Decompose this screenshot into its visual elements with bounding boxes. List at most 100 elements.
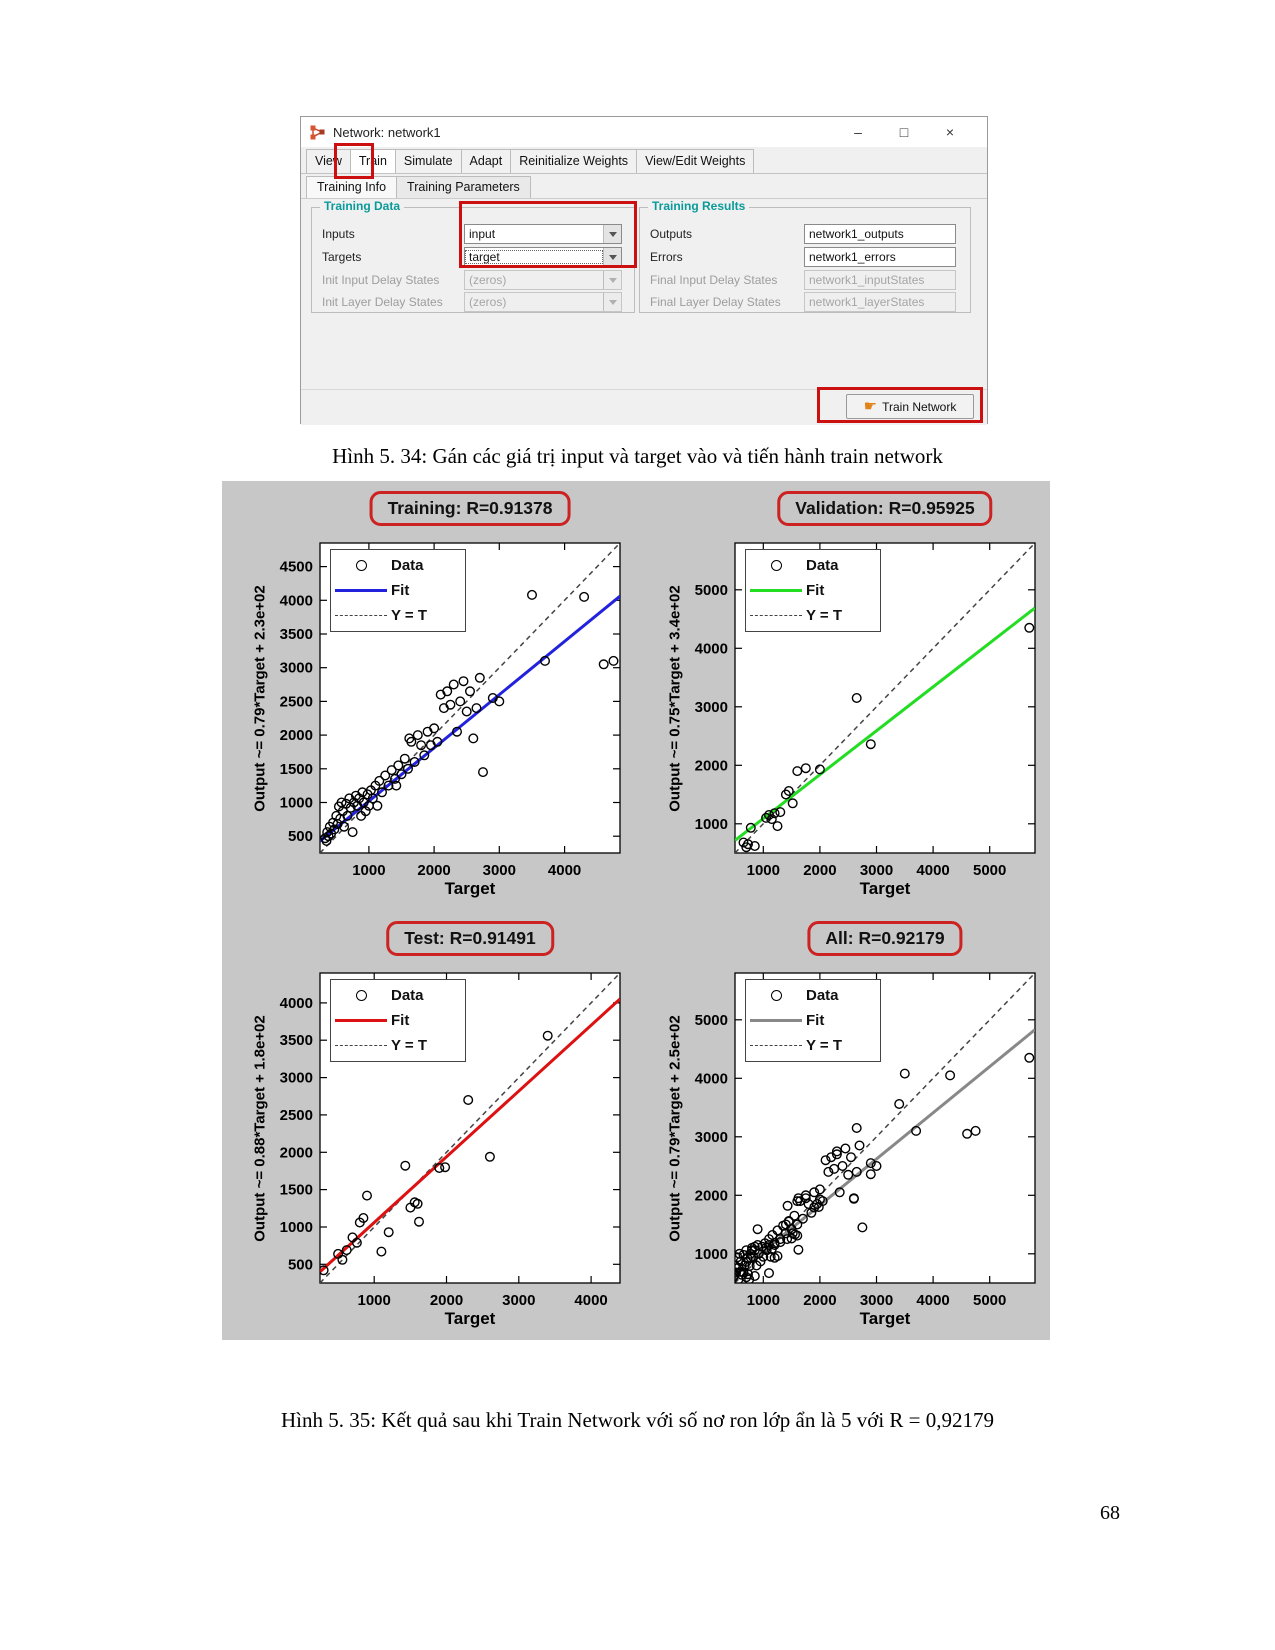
chevron-down-icon	[603, 293, 621, 311]
tab-view-edit-weights[interactable]: View/Edit Weights	[636, 149, 755, 173]
svg-text:1000: 1000	[695, 1246, 728, 1263]
validation-plot-canvas: 1000 2000 3000 4000 5000 1000 2000 3000 4000 5000	[695, 542, 1036, 879]
tab-training-info[interactable]: Training Info	[306, 176, 398, 198]
legend-label-data: Data	[391, 987, 424, 1004]
final-layer-delay-field: network1_layerStates	[804, 292, 956, 312]
svg-text:4000: 4000	[548, 862, 581, 879]
legend: Data Fit Y = T	[745, 549, 881, 632]
outputs-field[interactable]: network1_outputs	[804, 224, 956, 244]
svg-text:5000: 5000	[695, 1012, 728, 1029]
legend-label-fit: Fit	[391, 582, 410, 599]
svg-text:1000: 1000	[747, 862, 780, 879]
y-axis-label: Output ~= 0.88*Target + 1.8e+02	[251, 1015, 269, 1242]
svg-text:1500: 1500	[280, 1182, 313, 1199]
svg-text:3500: 3500	[280, 1032, 313, 1049]
dashed-line-icon	[335, 1045, 387, 1046]
training-results-group: Training Results Outputs network1_output…	[639, 199, 971, 313]
x-axis-label: Target	[859, 1309, 911, 1328]
regression-plots-figure: 1000 2000 3000 4000 500 1000 1500 2000 2500 3000 3…	[222, 481, 1050, 1340]
tab-reinitialize-weights[interactable]: Reinitialize Weights	[510, 149, 638, 173]
legend-label-data: Data	[806, 987, 839, 1004]
legend-label-fit: Fit	[806, 1012, 825, 1029]
targets-value: target	[465, 250, 603, 264]
svg-text:1000: 1000	[280, 1219, 313, 1236]
chevron-down-icon	[603, 271, 621, 289]
final-input-delay-value: network1_inputStates	[809, 273, 925, 287]
errors-value: network1_errors	[809, 250, 896, 264]
page-number: 68	[1100, 1502, 1120, 1524]
plot-all: 1000 2000 3000 4000 5000 1000 2000 3000 4000 5000…	[637, 911, 1050, 1340]
svg-text:3000: 3000	[860, 1292, 893, 1309]
x-axis-label: Target	[859, 879, 911, 898]
svg-text:4000: 4000	[280, 995, 313, 1012]
fit-line-icon	[335, 1018, 387, 1023]
svg-text:4000: 4000	[916, 862, 949, 879]
minimize-button[interactable]: –	[854, 124, 862, 140]
data-marker-icon	[355, 990, 367, 1001]
svg-text:4000: 4000	[695, 1070, 728, 1087]
plot-title-text: Validation: R=0.95925	[795, 498, 975, 518]
svg-text:1500: 1500	[280, 761, 313, 778]
sub-tab-bar: Training Info Training Parameters	[301, 174, 987, 199]
svg-text:2500: 2500	[280, 1107, 313, 1124]
main-tab-bar: View Train Simulate Adapt Reinitialize W…	[301, 147, 987, 174]
plot-title-all: All: R=0.92179	[807, 921, 963, 956]
plot-validation: 1000 2000 3000 4000 5000 1000 2000 3000 4000 5000…	[637, 481, 1050, 910]
svg-text:500: 500	[288, 828, 313, 845]
plot-title-text: All: R=0.92179	[825, 928, 945, 948]
legend: Data Fit Y = T	[745, 979, 881, 1062]
svg-text:4000: 4000	[574, 1292, 607, 1309]
legend-label-fit: Fit	[806, 582, 825, 599]
dashed-line-icon	[750, 1045, 802, 1046]
legend: Data Fit Y = T	[330, 549, 466, 632]
fit-line-icon	[750, 588, 802, 593]
all-plot-canvas: 1000 2000 3000 4000 5000 1000 2000 3000 4000 5000	[695, 972, 1036, 1309]
chevron-down-icon	[603, 248, 621, 266]
legend-label-yt: Y = T	[391, 607, 427, 624]
svg-text:3000: 3000	[483, 862, 516, 879]
tab-simulate[interactable]: Simulate	[394, 149, 462, 173]
plot-title-validation: Validation: R=0.95925	[777, 491, 993, 526]
svg-text:1000: 1000	[747, 1292, 780, 1309]
training-data-group-title: Training Data	[320, 199, 405, 213]
plot-title-training: Training: R=0.91378	[369, 491, 571, 526]
training-results-group-title: Training Results	[648, 199, 750, 213]
tab-adapt[interactable]: Adapt	[460, 149, 512, 173]
window-titlebar: Network: network1 – □ ×	[301, 117, 987, 147]
errors-label: Errors	[650, 250, 683, 264]
fit-line-icon	[335, 588, 387, 593]
legend: Data Fit Y = T	[330, 979, 466, 1062]
window-title: Network: network1	[333, 124, 441, 140]
svg-text:3000: 3000	[502, 1292, 535, 1309]
inputs-label: Inputs	[322, 227, 355, 241]
figure-35-caption: Hình 5. 35: Kết quả sau khi Train Networ…	[280, 1408, 995, 1432]
init-input-delay-value: (zeros)	[469, 273, 507, 287]
final-layer-delay-value: network1_layerStates	[809, 295, 925, 309]
plot-title-text: Training: R=0.91378	[387, 498, 553, 518]
close-button[interactable]: ×	[945, 124, 955, 140]
targets-dropdown[interactable]: target	[464, 247, 622, 267]
plot-title-text: Test: R=0.91491	[404, 928, 536, 948]
legend-label-data: Data	[806, 557, 839, 574]
train-network-button[interactable]: ☛ Train Network	[846, 394, 974, 419]
inputs-value: input	[469, 227, 496, 241]
inputs-dropdown[interactable]: input	[464, 224, 622, 244]
svg-text:2000: 2000	[803, 1292, 836, 1309]
svg-text:2000: 2000	[417, 862, 450, 879]
errors-field[interactable]: network1_errors	[804, 247, 956, 267]
data-marker-icon	[770, 990, 782, 1001]
legend-label-yt: Y = T	[806, 607, 842, 624]
svg-text:3000: 3000	[695, 699, 728, 716]
plot-training: 1000 2000 3000 4000 500 1000 1500 2000 2500 3000 3…	[222, 481, 635, 910]
x-axis-label: Target	[444, 879, 496, 898]
svg-text:2000: 2000	[280, 727, 313, 744]
maximize-button[interactable]: □	[899, 124, 909, 140]
tab-train[interactable]: Train	[349, 149, 396, 173]
tab-training-parameters[interactable]: Training Parameters	[396, 176, 531, 198]
legend-label-fit: Fit	[391, 1012, 410, 1029]
final-input-delay-field: network1_inputStates	[804, 270, 956, 290]
tab-view[interactable]: View	[306, 149, 351, 173]
plot-test: 1000 2000 3000 4000 500 1000 1500 2000 2500 3000 3…	[222, 911, 635, 1340]
y-axis-label: Output ~= 0.79*Target + 2.5e+02	[666, 1015, 684, 1242]
figure-34-caption: Hình 5. 34: Gán các giá trị input và tar…	[332, 444, 943, 468]
